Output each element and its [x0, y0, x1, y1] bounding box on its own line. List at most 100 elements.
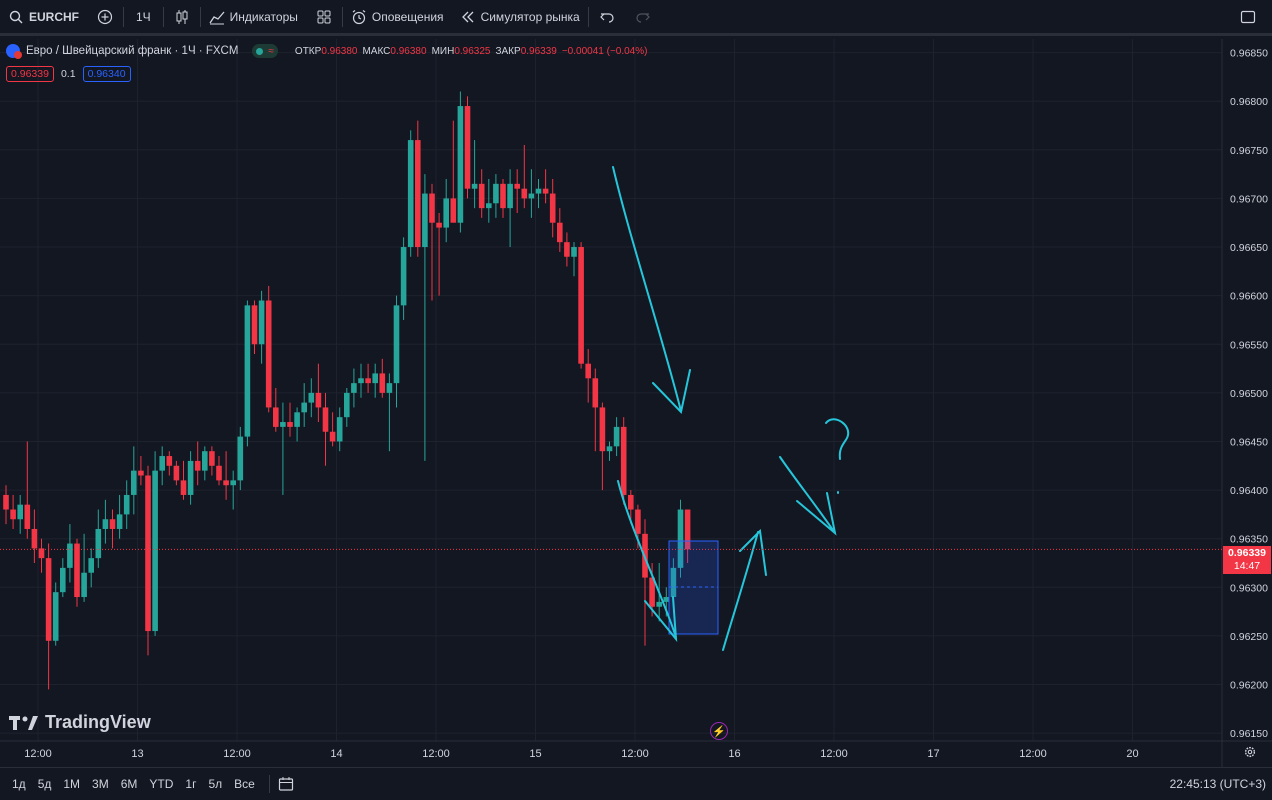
undo-button[interactable]	[589, 0, 625, 35]
candles-icon	[174, 9, 190, 25]
candle	[194, 441, 201, 486]
templates-button[interactable]	[306, 0, 342, 35]
range-button[interactable]: Все	[234, 777, 255, 791]
candle	[478, 169, 485, 218]
candle-body	[486, 203, 492, 209]
search-icon	[8, 9, 24, 25]
candle	[308, 378, 315, 418]
candle	[443, 178, 449, 243]
candle	[88, 548, 94, 588]
candle-body	[528, 193, 535, 199]
sell-price-button[interactable]: 0.96339	[6, 66, 54, 82]
candle	[642, 519, 648, 646]
undo-icon	[599, 9, 615, 25]
alerts-button[interactable]: Оповещения	[343, 0, 452, 35]
top-toolbar: EURCHF 1Ч Индикаторы Оповещения Симу	[0, 0, 1272, 36]
range-button[interactable]: 5д	[37, 777, 52, 791]
x-tick-label: 16	[728, 748, 740, 760]
range-button[interactable]: 3М	[92, 777, 109, 791]
range-button[interactable]: 1М	[63, 777, 81, 791]
candle	[251, 300, 258, 354]
candle-body	[109, 519, 116, 529]
candle-body	[436, 222, 442, 228]
redo-icon	[635, 9, 651, 25]
candle-body	[95, 528, 102, 559]
goto-date-icon[interactable]	[278, 776, 294, 792]
tradingview-logo-icon	[9, 715, 38, 730]
candle	[81, 533, 87, 602]
close-value: 0.96339	[520, 45, 557, 57]
candle	[209, 446, 215, 476]
candle-body	[209, 451, 215, 466]
candle-body	[308, 392, 315, 403]
candle	[365, 363, 371, 393]
indicators-button[interactable]: Индикаторы	[201, 0, 306, 35]
candle	[628, 490, 634, 525]
candle	[507, 169, 513, 248]
range-button[interactable]: 1г	[185, 777, 197, 791]
interval-button[interactable]: 1Ч	[136, 9, 151, 24]
candle-body	[478, 183, 485, 209]
candle	[344, 388, 350, 427]
y-tick-label: 0.96750	[1230, 145, 1268, 157]
candle	[166, 451, 173, 476]
replay-label: Симулятор рынка	[480, 9, 580, 24]
legend-title[interactable]: Евро / Швейцарский франк · 1Ч · FXCM	[26, 45, 239, 57]
fullscreen-button[interactable]	[1232, 0, 1264, 35]
candle	[60, 558, 66, 598]
candle	[265, 285, 272, 413]
divider	[587, 6, 589, 27]
replay-button[interactable]: Симулятор рынка	[452, 0, 588, 35]
candle-body	[194, 460, 201, 471]
x-tick-label: 12:00	[621, 748, 649, 760]
compare-button[interactable]	[87, 0, 123, 35]
down-arrow-drawing-2[interactable]	[617, 480, 678, 643]
candle	[415, 120, 421, 257]
redo-button[interactable]	[625, 0, 661, 35]
y-tick-label: 0.96150	[1230, 728, 1268, 740]
down-arrow-drawing-1[interactable]	[612, 166, 691, 415]
symbol-search[interactable]: EURCHF	[0, 0, 87, 35]
y-tick-label: 0.96450	[1230, 436, 1268, 448]
candle	[173, 460, 180, 486]
candle-body	[67, 543, 73, 568]
gear-icon[interactable]	[1243, 745, 1257, 759]
candle	[571, 242, 577, 277]
question-mark-drawing[interactable]	[825, 418, 850, 494]
candle	[138, 456, 144, 486]
range-button[interactable]: 5л	[208, 777, 223, 791]
candle-body	[500, 183, 506, 209]
candle	[592, 368, 599, 452]
x-tick-label: 15	[529, 748, 541, 760]
candle-body	[322, 407, 329, 432]
lightning-icon[interactable]: ⚡	[710, 722, 728, 740]
chart-type-button[interactable]	[164, 0, 200, 35]
buy-price-button[interactable]: 0.96340	[82, 66, 131, 82]
candle	[45, 543, 52, 690]
up-arrow-drawing[interactable]	[722, 528, 767, 651]
grid-icon	[316, 9, 332, 25]
range-button[interactable]: 1д	[12, 777, 26, 791]
utc-clock[interactable]: 22:45:13 (UTC+3)	[1169, 777, 1266, 791]
candle	[613, 417, 620, 457]
candle	[202, 446, 208, 481]
price-chart[interactable]: 0.96850 0.96800 0.96750 0.96700 0.96650 0.966…	[0, 39, 1272, 767]
candle-body	[131, 470, 137, 495]
candle	[3, 485, 9, 525]
range-button[interactable]: YTD	[149, 777, 174, 791]
candle	[74, 538, 80, 607]
candles	[3, 91, 691, 690]
bar-countdown: 14:47	[1233, 560, 1261, 572]
rewind-icon	[460, 9, 476, 25]
candle	[145, 465, 151, 656]
market-status-pill[interactable]: ≈	[252, 44, 278, 58]
candle	[273, 388, 279, 432]
down-arrow-drawing-3[interactable]	[779, 456, 837, 536]
range-button[interactable]: 6М	[120, 777, 138, 791]
price-axis: 0.96850 0.96800 0.96750 0.96700 0.96650 0.966…	[1221, 39, 1268, 767]
x-tick-label: 17	[927, 748, 939, 760]
candle	[258, 290, 265, 364]
candle-body	[635, 509, 641, 534]
candle-body	[493, 183, 499, 204]
candle-body	[372, 373, 378, 384]
